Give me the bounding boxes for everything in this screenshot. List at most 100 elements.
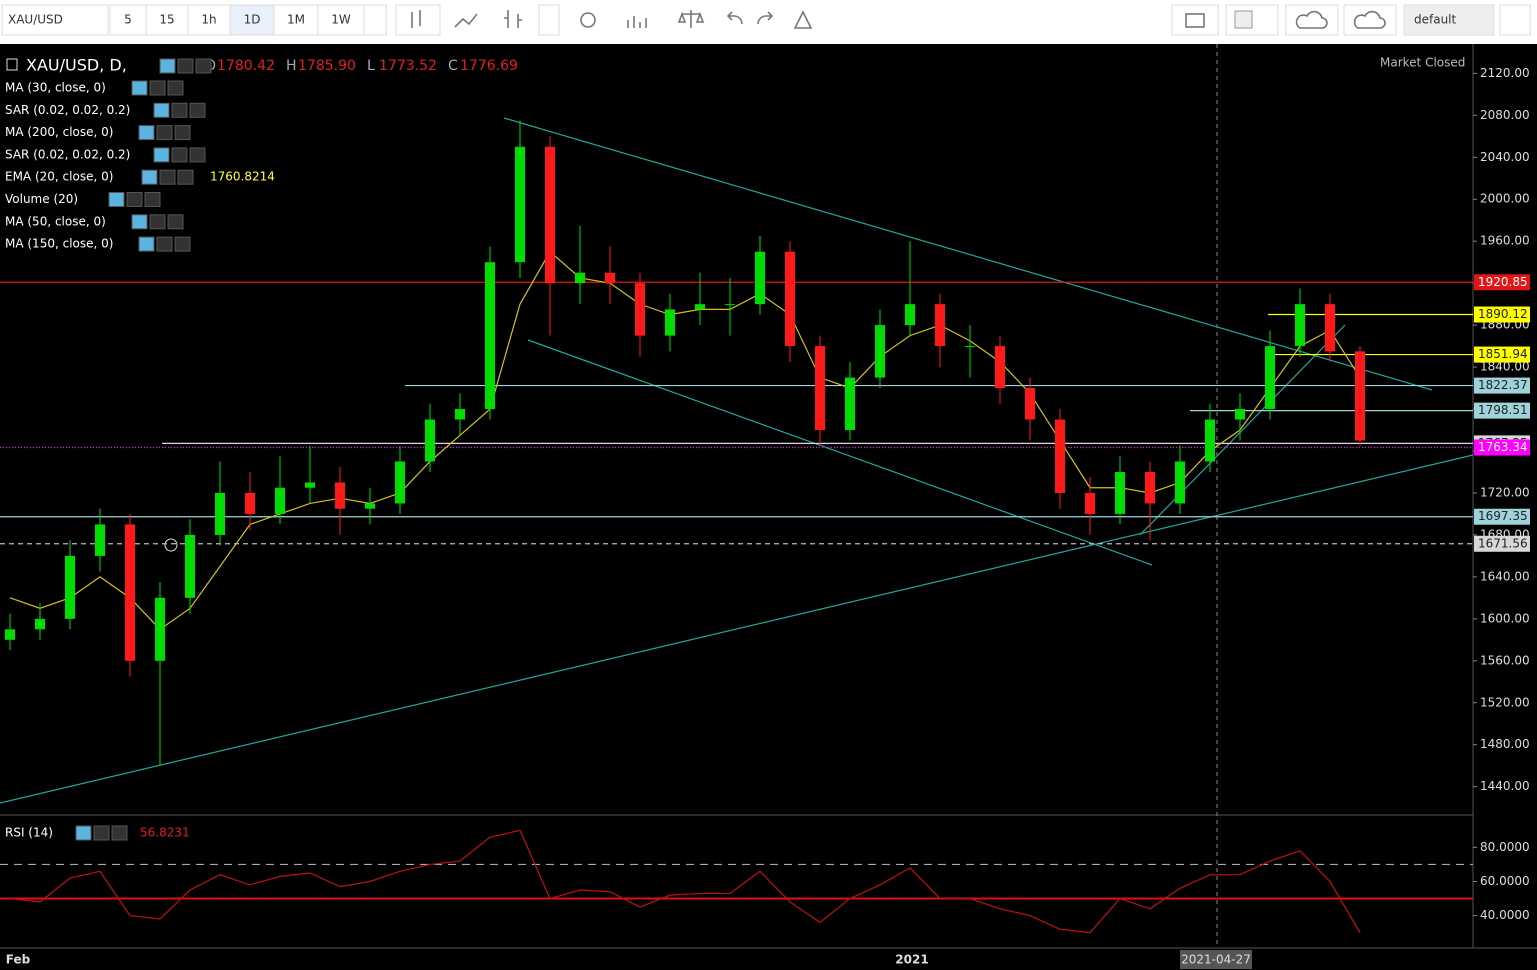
candle-body <box>815 346 825 431</box>
rsi-tick-label: 80.0000 <box>1480 840 1530 854</box>
trend-line <box>503 117 1433 391</box>
undo-icon[interactable] <box>726 11 743 25</box>
candle-body <box>905 304 915 326</box>
y-tick-label: 1960.00 <box>1480 234 1530 248</box>
candle-body <box>695 304 705 310</box>
y-tick-label: 1720.00 <box>1480 485 1530 499</box>
rsi-value: 56.8231 <box>140 826 190 840</box>
snapshot-button[interactable] <box>1171 4 1219 36</box>
candle-body <box>1145 471 1155 504</box>
indicator-control[interactable] <box>167 214 184 230</box>
indicator-control[interactable] <box>156 236 173 252</box>
collapse-box <box>6 58 18 71</box>
indicator-control[interactable] <box>144 192 161 207</box>
indicator-control[interactable] <box>75 825 92 841</box>
interval-button[interactable] <box>145 4 189 36</box>
indicator-control[interactable] <box>189 147 206 163</box>
settings-icon[interactable] <box>580 12 596 28</box>
ohlc-value: 1773.52 <box>379 58 437 74</box>
style-menu[interactable] <box>538 4 560 36</box>
x-label: Feb <box>6 953 31 967</box>
indicator-control[interactable] <box>189 102 206 118</box>
indicator-control[interactable] <box>126 192 143 207</box>
candle-body <box>155 597 165 661</box>
interval-button[interactable] <box>109 4 147 36</box>
candle-body <box>395 461 405 504</box>
indicator-control[interactable] <box>108 192 125 207</box>
indicators-icon[interactable] <box>627 16 647 28</box>
interval-button[interactable] <box>187 4 231 36</box>
layout-select[interactable] <box>1403 4 1495 36</box>
indicator-control[interactable] <box>156 125 173 141</box>
legend-symbol: XAU/USD, D, <box>26 56 127 75</box>
price-level-label: 1822.37 <box>1478 378 1528 392</box>
candle-body <box>5 629 15 640</box>
trend-line <box>0 454 1474 804</box>
ohlc-value: 1780.42 <box>217 58 275 74</box>
candle-body <box>1025 388 1035 420</box>
candle-body <box>1355 351 1365 441</box>
indicator-control[interactable] <box>111 825 128 841</box>
indicator-control[interactable] <box>159 58 176 74</box>
candle-body <box>1295 304 1305 347</box>
price-level-box <box>1474 274 1530 291</box>
candle-body <box>125 524 135 661</box>
interval-menu[interactable] <box>363 4 387 36</box>
price-level-label: 1697.35 <box>1478 509 1528 523</box>
indicator-control[interactable] <box>93 825 110 841</box>
candle-body <box>875 325 885 378</box>
cloud-up <box>1353 10 1386 29</box>
indicator-control[interactable] <box>131 80 148 96</box>
indicator-control[interactable] <box>153 102 170 118</box>
alert-icon[interactable] <box>793 10 813 29</box>
candle-body <box>485 262 495 410</box>
price-level-box <box>1474 439 1530 456</box>
indicator-name: MA (50, close, 0) <box>5 214 106 228</box>
indicator-control[interactable] <box>138 125 155 141</box>
indicator-control[interactable] <box>138 236 155 252</box>
indicator-control[interactable] <box>177 58 194 74</box>
interval-button[interactable] <box>273 4 319 36</box>
interval-label: 5 <box>124 13 132 27</box>
indicator-control[interactable] <box>177 169 194 185</box>
candles-button[interactable] <box>395 4 441 36</box>
candle-body <box>605 272 615 284</box>
candle-body <box>1175 461 1185 504</box>
load-button[interactable] <box>1285 4 1339 36</box>
indicator-control[interactable] <box>174 236 191 252</box>
ohlc-key: L <box>367 58 375 74</box>
indicator-control[interactable] <box>195 58 212 74</box>
redo-icon[interactable] <box>757 11 774 25</box>
indicator-control[interactable] <box>141 169 158 185</box>
y-tick-label: 2000.00 <box>1480 192 1530 206</box>
symbol-box[interactable] <box>1 4 109 36</box>
fullscreen-button[interactable] <box>1499 4 1531 36</box>
compare-icon[interactable] <box>677 10 705 28</box>
y-tick-label: 1560.00 <box>1480 653 1530 667</box>
trend-line <box>527 339 1153 566</box>
indicator-control[interactable] <box>171 102 188 118</box>
indicator-control[interactable] <box>171 147 188 163</box>
price-level-label: 1671.56 <box>1478 536 1528 550</box>
interval-button[interactable] <box>229 4 275 36</box>
indicator-name: MA (200, close, 0) <box>5 125 113 139</box>
candle-body <box>755 251 765 305</box>
indicator-control[interactable] <box>131 214 148 230</box>
indicator-control[interactable] <box>174 125 191 141</box>
price-level-label: 1763.34 <box>1478 440 1528 454</box>
candle-body <box>305 482 315 488</box>
indicator-control[interactable] <box>149 80 166 96</box>
indicator-control[interactable] <box>159 169 176 185</box>
save-button[interactable] <box>1343 4 1397 36</box>
indicator-control[interactable] <box>149 214 166 230</box>
price-level-label: 1890.12 <box>1478 307 1528 321</box>
candle-body <box>995 346 1005 389</box>
price-level-box <box>1474 346 1530 363</box>
line-icon <box>454 13 478 28</box>
indicator-name: SAR (0.02, 0.02, 0.2) <box>5 147 130 161</box>
ohlc-key: H <box>286 58 297 74</box>
indicator-control[interactable] <box>167 80 184 96</box>
indicator-control[interactable] <box>153 147 170 163</box>
indicator-name: Volume (20) <box>5 192 78 206</box>
candle-body <box>185 534 195 598</box>
